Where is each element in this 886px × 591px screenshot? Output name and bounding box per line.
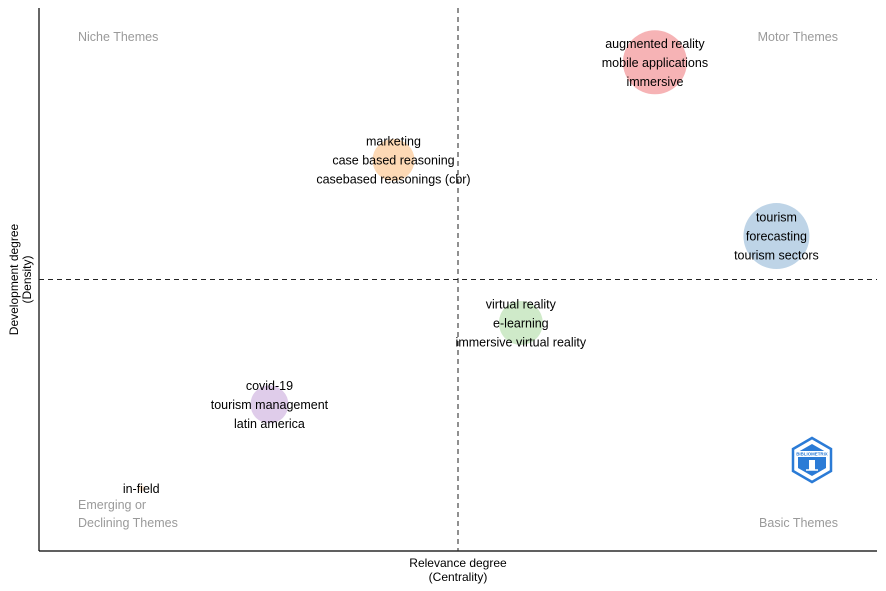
cluster-label: tourism management (211, 398, 329, 412)
cluster-label: marketing (366, 135, 421, 149)
cluster-6: in-field (123, 482, 160, 496)
quadrant-label-emerging-line2: Declining Themes (78, 516, 178, 530)
logo-tower (809, 460, 815, 470)
cluster-4: virtual reality e-learning immersive virtu… (456, 297, 587, 349)
y-axis-subtitle: (Density) (20, 255, 34, 303)
cluster-1: augmented reality mobile applications imme… (602, 30, 708, 95)
y-axis-title: Development degree (7, 223, 21, 335)
x-axis-title: Relevance degree (409, 556, 507, 570)
cluster-5: covid-19 tourism management latin america (211, 379, 329, 431)
cluster-bubble (498, 300, 543, 345)
quadrant-label-basic: Basic Themes (759, 516, 838, 530)
cluster-bubble (138, 485, 145, 492)
cluster-bubble (622, 30, 687, 95)
cluster-label: covid-19 (246, 379, 293, 393)
cluster-bubble (743, 203, 810, 270)
cluster-label: in-field (123, 482, 160, 496)
cluster-label: latin america (234, 417, 305, 431)
logo-text: BIBLIOMETRIX (796, 452, 828, 457)
cluster-2: marketing case based reasoning casebased r… (316, 135, 470, 187)
cluster-label: tourism sectors (734, 249, 819, 263)
cluster-label: immersive (626, 75, 683, 89)
cluster-label: virtual reality (486, 297, 557, 311)
cluster-label: augmented reality (605, 37, 705, 51)
cluster-label: e-learning (493, 316, 549, 330)
quadrant-label-emerging-line1: Emerging or (78, 498, 146, 512)
cluster-label: tourism (756, 211, 797, 225)
cluster-bubble (250, 385, 289, 424)
cluster-label: casebased reasonings (cbr) (316, 173, 470, 187)
quadrant-label-niche: Niche Themes (78, 30, 158, 44)
x-axis-subtitle: (Centrality) (429, 570, 488, 584)
cluster-label: mobile applications (602, 56, 708, 70)
cluster-label: forecasting (746, 230, 807, 244)
cluster-label: immersive virtual reality (456, 335, 587, 349)
cluster-bubble (372, 139, 415, 182)
y-axis-title-group: Development degree (Density) (7, 223, 34, 335)
quadrant-label-motor: Motor Themes (758, 30, 838, 44)
cluster-label: case based reasoning (332, 154, 454, 168)
cluster-3: tourism forecasting tourism sectors (734, 203, 819, 270)
bibliometrix-logo: BIBLIOMETRIX (791, 436, 833, 484)
logo-banner (797, 451, 827, 457)
